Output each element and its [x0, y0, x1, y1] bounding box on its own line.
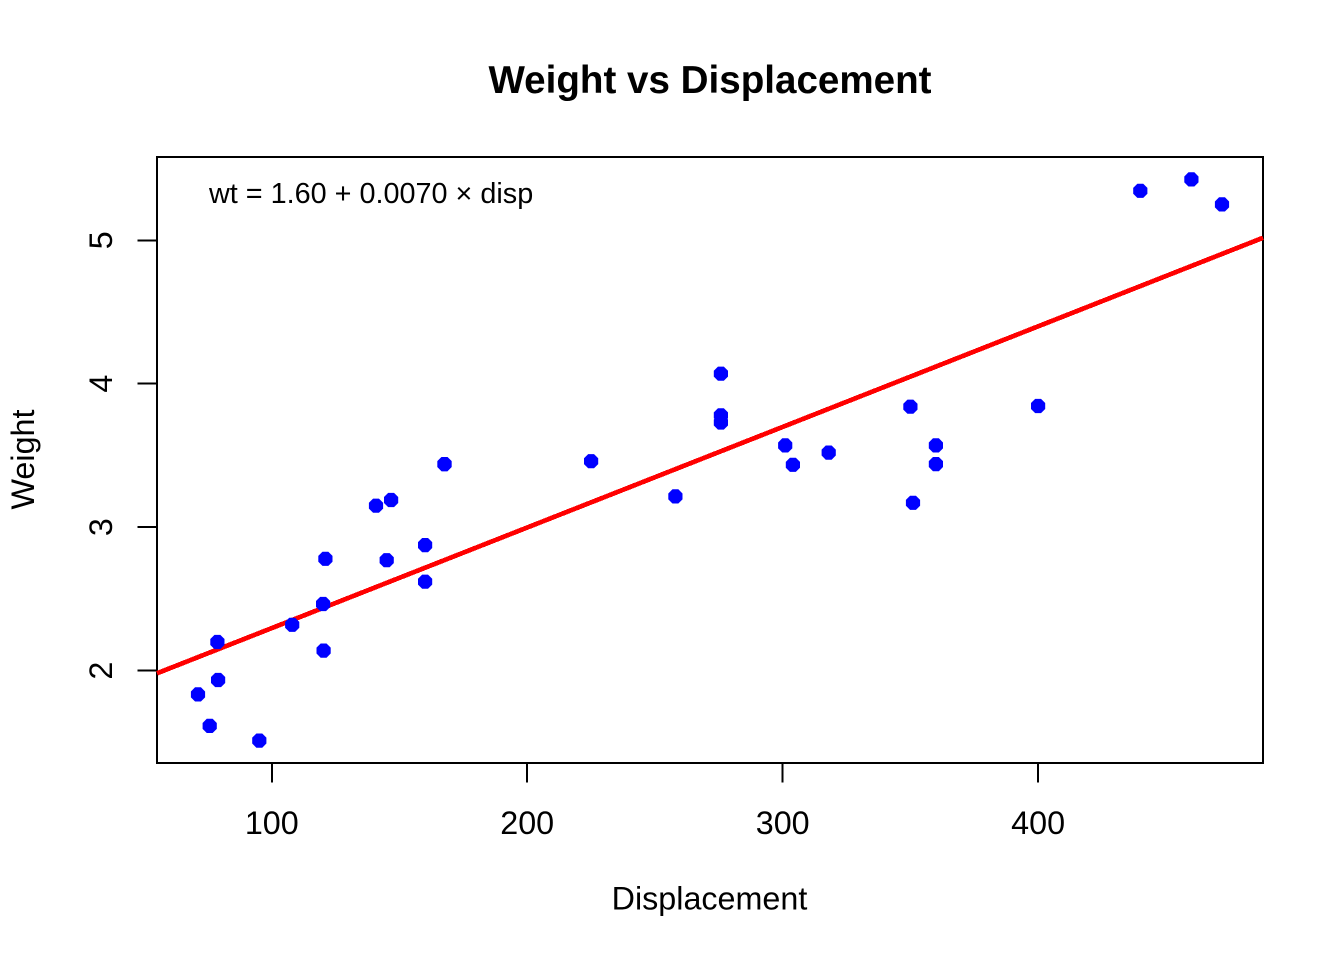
svg-text:4: 4	[83, 375, 119, 393]
svg-text:5: 5	[83, 231, 119, 249]
svg-text:Weight: Weight	[5, 410, 41, 510]
svg-text:wt = 1.60 + 0.0070 × disp: wt = 1.60 + 0.0070 × disp	[208, 178, 533, 210]
svg-text:400: 400	[1011, 805, 1065, 841]
svg-text:3: 3	[83, 518, 119, 536]
svg-text:300: 300	[756, 805, 810, 841]
svg-text:2: 2	[83, 662, 119, 680]
svg-text:Weight vs Displacement: Weight vs Displacement	[488, 59, 931, 102]
svg-text:Displacement: Displacement	[612, 881, 808, 917]
svg-text:200: 200	[500, 805, 554, 841]
svg-text:100: 100	[245, 805, 299, 841]
